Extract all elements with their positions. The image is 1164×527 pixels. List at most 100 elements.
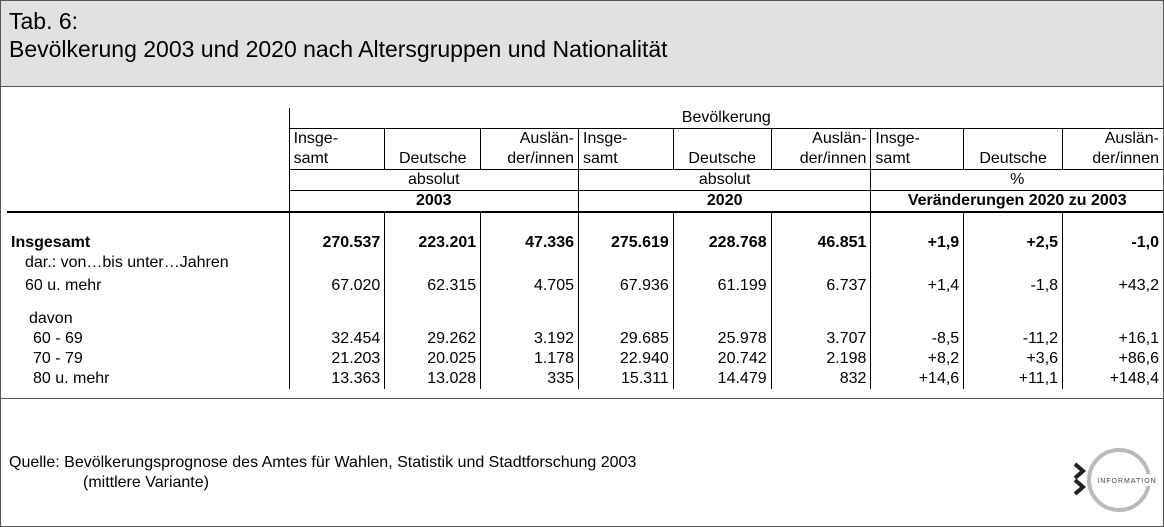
cell-value: 4.705 [480, 273, 579, 299]
blank [1062, 212, 1163, 233]
cell-value: -1,8 [963, 273, 1063, 299]
column-header: Auslän- [770, 128, 871, 149]
row-label: dar.: von…bis unter…Jahren [25, 254, 229, 271]
data-row: dar.: von…bis unter…Jahren [7, 253, 1163, 273]
column-header: samt [870, 149, 964, 170]
unit: % [870, 169, 1163, 191]
cell-value: 14.479 [672, 369, 772, 389]
cell-value: 335 [480, 369, 579, 389]
cell-value: 832 [770, 369, 871, 389]
cell-value: 20.742 [672, 349, 772, 369]
blank [7, 190, 290, 213]
cell-value [1062, 253, 1163, 273]
cell-value: 13.363 [288, 369, 385, 389]
blank [480, 212, 579, 233]
blank [7, 129, 289, 150]
cell-value [480, 299, 579, 329]
cell-value [1062, 299, 1163, 329]
column-header: der/innen [1062, 149, 1163, 170]
cell-value: 21.203 [288, 349, 385, 369]
cell-value: +8,2 [870, 349, 964, 369]
source-text-2: (mittlere Variante) [83, 474, 209, 491]
cell-value: 223.201 [384, 233, 481, 253]
cell-value: 2.198 [770, 349, 871, 369]
column-header-row: samt Deutsche der/innen samt Deutsche der/inn… [7, 149, 1163, 170]
source-text: Bevölkerungsprognose des Amtes für Wahle… [64, 454, 637, 471]
cell-value: -8,5 [870, 329, 964, 349]
cell-value: 3.192 [480, 329, 579, 349]
column-header: Insge- [870, 128, 964, 149]
cell-value: 22.940 [578, 349, 674, 369]
cell-value: 67.020 [288, 273, 385, 299]
cell-value [770, 299, 871, 329]
cell-value [384, 253, 481, 273]
column-header: Deutsche [963, 149, 1063, 170]
cell-value [963, 299, 1063, 329]
column-header: samt [578, 149, 674, 170]
data-row: 60 u. mehr 67.020 62.315 4.705 67.936 61.199 6… [7, 273, 1163, 299]
cell-value: 61.199 [672, 273, 772, 299]
spacer [7, 212, 1163, 233]
column-header: Insge- [288, 128, 385, 149]
row-label: davon [29, 310, 73, 327]
source-label: Quelle: [9, 454, 60, 471]
blank [578, 212, 674, 233]
cell-value [870, 299, 964, 329]
cell-value: +86,6 [1062, 349, 1163, 369]
blank [7, 149, 289, 170]
period: Veränderungen 2020 zu 2003 [870, 190, 1163, 213]
blank [770, 212, 871, 233]
column-header: Insge- [578, 128, 674, 149]
cell-value: 47.336 [480, 233, 579, 253]
cell-value [672, 299, 772, 329]
column-header [672, 128, 772, 149]
cell-value: +14,6 [870, 369, 964, 389]
cell-value: 32.454 [288, 329, 385, 349]
blank [288, 212, 385, 233]
data-row: 70 - 79 21.203 20.025 1.178 22.940 20.742 2.19… [7, 349, 1163, 369]
group-header: Bevölkerung [288, 108, 1163, 129]
cell-value: 15.311 [578, 369, 674, 389]
cell-value: +16,1 [1062, 329, 1163, 349]
title-box: Tab. 6: Bevölkerung 2003 und 2020 nach A… [1, 1, 1163, 87]
cell-value [384, 299, 481, 329]
column-header [384, 128, 481, 149]
cell-value: 62.315 [384, 273, 481, 299]
blank [7, 108, 289, 129]
cell-value: +11,1 [963, 369, 1063, 389]
cell-value [288, 299, 385, 329]
cell-value: +3,6 [963, 349, 1063, 369]
unit: absolut [577, 169, 871, 191]
group-header-row: Bevölkerung [7, 108, 1163, 129]
cell-value [288, 253, 385, 273]
cell-value: +2,5 [963, 233, 1063, 253]
cell-value: 25.978 [672, 329, 772, 349]
column-header: der/innen [770, 149, 871, 170]
cell-value: 13.028 [384, 369, 481, 389]
blank [384, 212, 481, 233]
column-header: samt [288, 149, 385, 170]
period: 2020 [577, 190, 871, 213]
cell-value: +1,4 [870, 273, 964, 299]
table-title: Bevölkerung 2003 und 2020 nach Altersgru… [9, 36, 668, 62]
row-label: 80 u. mehr [33, 370, 110, 387]
logo-text: INFORMATION [1097, 478, 1156, 485]
cell-value [578, 253, 674, 273]
column-header: Auslän- [480, 128, 579, 149]
data-row: davon [7, 299, 1163, 329]
column-header-row: Insge- Auslän- Insge- Auslän- Insge- Auslän- [7, 128, 1163, 150]
period-row: 2003 2020 Veränderungen 2020 zu 2003 [7, 190, 1163, 213]
blank [7, 212, 289, 233]
row-label: Insgesamt [11, 234, 91, 251]
cell-value: 1.178 [480, 349, 579, 369]
cell-value: 270.537 [288, 233, 385, 253]
column-header: Auslän- [1062, 128, 1163, 149]
cell-value: 29.685 [578, 329, 674, 349]
data-row: Insgesamt 270.537 223.201 47.336 275.619 228.… [7, 233, 1163, 253]
logo: INFORMATION [1073, 448, 1157, 512]
cell-value [480, 253, 579, 273]
separator [1, 398, 1163, 399]
cell-value: 6.737 [770, 273, 871, 299]
column-header [963, 128, 1063, 149]
blank [870, 212, 964, 233]
